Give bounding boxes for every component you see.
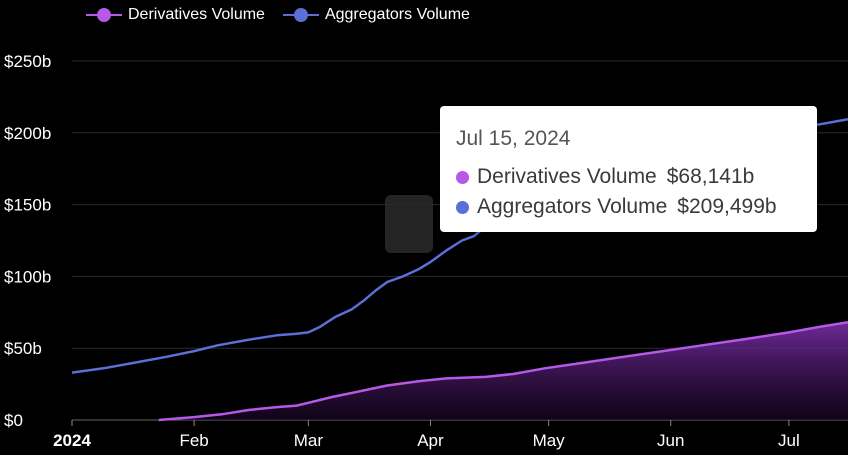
- x-axis-labels: 2024 Feb Mar Apr May Jun Jul: [53, 420, 800, 450]
- watermark-logo: [385, 195, 433, 253]
- x-tick-label: Apr: [417, 431, 444, 450]
- y-axis-labels: $0 $50b $100b $150b $200b $250b: [4, 52, 51, 430]
- legend-label-derivatives: Derivatives Volume: [128, 6, 265, 23]
- x-tick-label: May: [533, 431, 566, 450]
- y-tick-label: $150b: [4, 196, 51, 215]
- derivatives-volume-area: [158, 322, 848, 420]
- tooltip: Jul 15, 2024 Derivatives Volume $68,141b…: [440, 106, 817, 232]
- y-tick-label: $200b: [4, 124, 51, 143]
- legend-label-aggregators: Aggregators Volume: [324, 6, 470, 23]
- tooltip-row-derivatives: Derivatives Volume $68,141b: [456, 165, 754, 189]
- x-tick-label: 2024: [53, 431, 91, 450]
- legend-marker-aggregators: [282, 5, 319, 25]
- legend-item-aggregators[interactable]: Aggregators Volume: [282, 5, 470, 25]
- tooltip-date: Jul 15, 2024: [456, 127, 571, 150]
- legend: Derivatives Volume Aggregators Volume: [86, 5, 470, 25]
- tooltip-label-derivatives: Derivatives Volume: [477, 165, 657, 188]
- tooltip-dot-aggregators: [456, 200, 469, 214]
- tooltip-dot-derivatives: [456, 170, 469, 184]
- tooltip-value-derivatives: $68,141b: [666, 165, 755, 188]
- y-tick-label: $250b: [4, 52, 51, 71]
- y-tick-label: $50b: [4, 339, 42, 358]
- y-tick-label: $100b: [4, 267, 51, 286]
- derivatives-volume-line: [158, 320, 848, 422]
- legend-marker-derivatives: [86, 5, 122, 25]
- x-tick-label: Jun: [657, 431, 684, 450]
- x-tick-label: Feb: [179, 431, 208, 450]
- legend-item-derivatives[interactable]: Derivatives Volume: [86, 5, 265, 25]
- x-tick-label: Jul: [778, 431, 800, 450]
- x-tick-label: Mar: [294, 431, 324, 450]
- tooltip-value-aggregators: $209,499b: [677, 195, 777, 218]
- tooltip-label-aggregators: Aggregators Volume: [477, 195, 668, 218]
- y-tick-label: $0: [4, 411, 23, 430]
- tooltip-row-aggregators: Aggregators Volume $209,499b: [456, 195, 777, 219]
